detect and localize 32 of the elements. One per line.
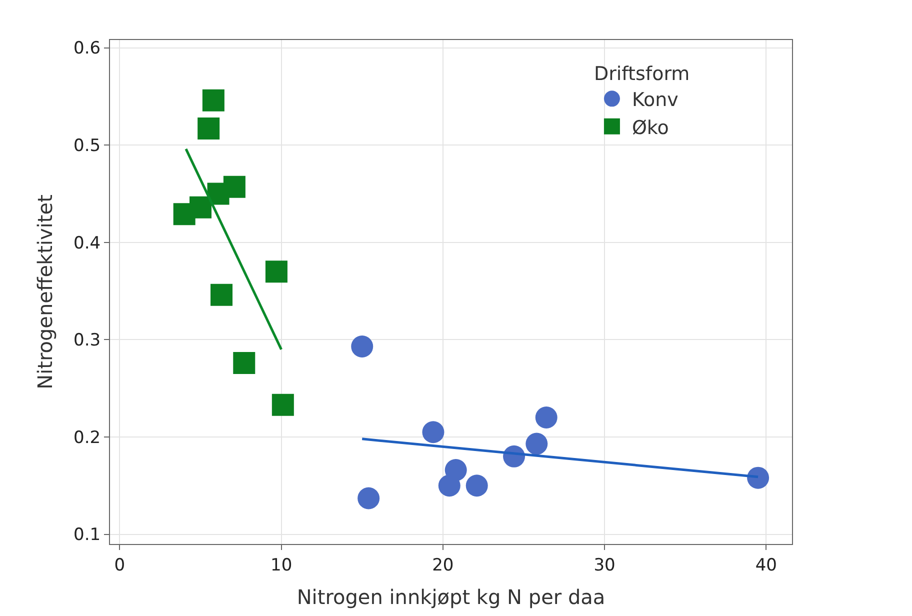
legend-label: Øko bbox=[632, 116, 669, 139]
point bbox=[265, 260, 288, 283]
point bbox=[210, 284, 233, 306]
x-tick-label: 30 bbox=[594, 555, 616, 576]
point bbox=[272, 394, 294, 416]
y-tick-label: 0.2 bbox=[74, 428, 101, 448]
y-tick-label: 0.5 bbox=[74, 136, 101, 156]
y-axis-title: Nitrogeneffektivitet bbox=[33, 194, 58, 390]
point bbox=[198, 118, 220, 140]
point bbox=[190, 196, 212, 218]
point bbox=[223, 176, 246, 198]
legend-title: Driftsform bbox=[594, 62, 690, 85]
y-tick-label: 0.1 bbox=[74, 525, 101, 546]
y-tick-label: 0.4 bbox=[74, 233, 101, 254]
point bbox=[233, 352, 256, 374]
point bbox=[526, 432, 548, 455]
x-tick-label: 0 bbox=[114, 555, 126, 576]
point bbox=[422, 421, 444, 444]
x-tick-label: 40 bbox=[755, 555, 777, 576]
y-tick-label: 0.6 bbox=[74, 38, 101, 59]
point bbox=[358, 487, 380, 510]
point bbox=[351, 335, 374, 358]
legend-label: Konv bbox=[632, 89, 678, 112]
x-tick-label: 10 bbox=[270, 555, 292, 576]
x-tick-label: 20 bbox=[432, 555, 454, 576]
point bbox=[444, 459, 467, 482]
point bbox=[466, 474, 488, 497]
point bbox=[535, 406, 558, 428]
y-tick-label: 0.3 bbox=[74, 330, 101, 351]
x-axis-title: Nitrogen innkjøpt kg N per daa bbox=[296, 584, 606, 609]
point bbox=[202, 89, 224, 112]
point bbox=[747, 466, 770, 489]
